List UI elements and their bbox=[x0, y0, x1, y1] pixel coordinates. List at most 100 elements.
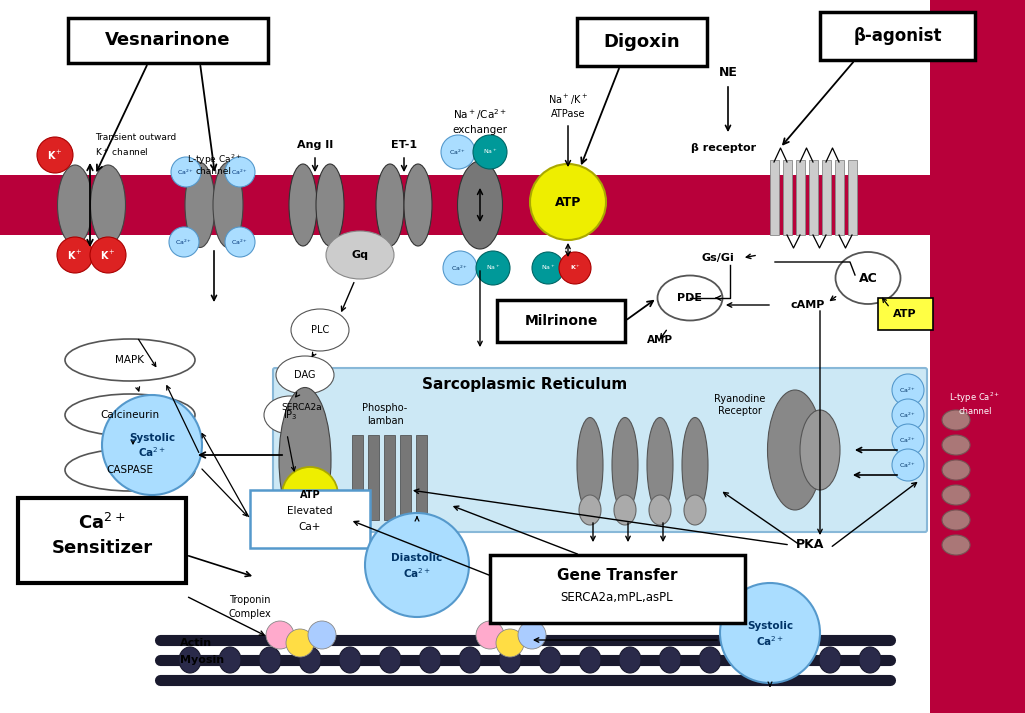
Text: Elevated: Elevated bbox=[287, 506, 333, 516]
Ellipse shape bbox=[379, 647, 401, 673]
Ellipse shape bbox=[184, 163, 215, 247]
Circle shape bbox=[37, 137, 73, 173]
Ellipse shape bbox=[289, 164, 317, 246]
Circle shape bbox=[308, 621, 336, 649]
Text: Complex: Complex bbox=[229, 609, 272, 619]
Text: Na$^+$: Na$^+$ bbox=[483, 148, 497, 156]
Circle shape bbox=[365, 513, 469, 617]
FancyBboxPatch shape bbox=[68, 18, 268, 63]
Text: L-type Ca$^{2+}$: L-type Ca$^{2+}$ bbox=[949, 391, 1000, 405]
Bar bbox=[930, 0, 1025, 713]
Ellipse shape bbox=[739, 647, 761, 673]
Circle shape bbox=[476, 251, 510, 285]
Bar bbox=[809, 160, 818, 235]
Bar bbox=[783, 160, 792, 235]
Circle shape bbox=[169, 227, 199, 257]
Ellipse shape bbox=[404, 164, 432, 246]
FancyBboxPatch shape bbox=[878, 298, 933, 330]
Ellipse shape bbox=[316, 164, 344, 246]
Ellipse shape bbox=[942, 460, 970, 480]
Ellipse shape bbox=[419, 647, 441, 673]
Text: Ca$^{2+}$: Ca$^{2+}$ bbox=[175, 237, 193, 247]
Text: ET-1: ET-1 bbox=[391, 140, 417, 150]
Ellipse shape bbox=[90, 165, 125, 245]
Text: channel: channel bbox=[958, 408, 992, 416]
Ellipse shape bbox=[65, 394, 195, 436]
Text: AMP: AMP bbox=[647, 335, 673, 345]
Circle shape bbox=[441, 135, 475, 169]
Text: Systolic: Systolic bbox=[747, 621, 793, 631]
Circle shape bbox=[102, 395, 202, 495]
Ellipse shape bbox=[657, 275, 723, 321]
Text: cAMP: cAMP bbox=[791, 300, 825, 310]
Bar bbox=[770, 160, 779, 235]
Bar bbox=[352, 435, 363, 520]
Text: NE: NE bbox=[719, 66, 737, 78]
Ellipse shape bbox=[179, 647, 201, 673]
Ellipse shape bbox=[459, 647, 481, 673]
Text: IP$_3$: IP$_3$ bbox=[283, 408, 297, 422]
Text: Gq: Gq bbox=[352, 250, 369, 260]
Ellipse shape bbox=[276, 356, 334, 394]
Ellipse shape bbox=[264, 396, 316, 434]
Circle shape bbox=[476, 621, 504, 649]
Bar bbox=[796, 160, 805, 235]
Ellipse shape bbox=[279, 387, 331, 533]
Bar bbox=[368, 435, 379, 520]
FancyBboxPatch shape bbox=[577, 18, 707, 66]
FancyBboxPatch shape bbox=[497, 300, 625, 342]
Ellipse shape bbox=[819, 647, 840, 673]
Ellipse shape bbox=[376, 164, 404, 246]
Bar bbox=[400, 435, 411, 520]
Text: Ca$^{2+}$: Ca$^{2+}$ bbox=[900, 411, 916, 420]
Bar bbox=[384, 435, 395, 520]
Bar bbox=[416, 435, 427, 520]
Text: Transient outward: Transient outward bbox=[95, 133, 176, 143]
Text: PKA: PKA bbox=[795, 538, 824, 551]
Bar bbox=[0, 175, 930, 235]
Text: β-agonist: β-agonist bbox=[854, 27, 942, 45]
Text: Actin: Actin bbox=[180, 638, 212, 648]
Ellipse shape bbox=[577, 418, 603, 513]
Text: K$^+$: K$^+$ bbox=[47, 148, 63, 162]
Ellipse shape bbox=[579, 495, 601, 525]
Circle shape bbox=[530, 164, 606, 240]
Text: Phospho-: Phospho- bbox=[363, 403, 408, 413]
Text: Ca$^{2+}$: Ca$^{2+}$ bbox=[756, 634, 784, 648]
Text: Ryanodine
Receptor: Ryanodine Receptor bbox=[714, 394, 766, 416]
Ellipse shape bbox=[539, 647, 561, 673]
Text: Milrinone: Milrinone bbox=[525, 314, 598, 328]
Ellipse shape bbox=[339, 647, 361, 673]
Text: CASPASE: CASPASE bbox=[107, 465, 154, 475]
Text: lamban: lamban bbox=[367, 416, 404, 426]
Ellipse shape bbox=[859, 647, 882, 673]
Circle shape bbox=[532, 252, 564, 284]
Circle shape bbox=[171, 157, 201, 187]
Text: Digoxin: Digoxin bbox=[604, 33, 681, 51]
Ellipse shape bbox=[291, 309, 348, 351]
Circle shape bbox=[57, 237, 93, 273]
Text: Gene Transfer: Gene Transfer bbox=[557, 568, 678, 583]
Text: Na$^+$: Na$^+$ bbox=[486, 264, 500, 272]
Text: Vesnarinone: Vesnarinone bbox=[106, 31, 231, 49]
Circle shape bbox=[892, 449, 924, 481]
Text: Na$^+$/Ca$^{2+}$: Na$^+$/Ca$^{2+}$ bbox=[453, 108, 507, 123]
Text: β receptor: β receptor bbox=[692, 143, 756, 153]
FancyBboxPatch shape bbox=[820, 12, 975, 60]
Text: K$^+$: K$^+$ bbox=[100, 248, 116, 262]
Text: Sensitizer: Sensitizer bbox=[51, 539, 153, 557]
Text: exchanger: exchanger bbox=[452, 125, 507, 135]
Ellipse shape bbox=[942, 410, 970, 430]
FancyBboxPatch shape bbox=[490, 555, 745, 623]
Text: Troponin: Troponin bbox=[230, 595, 271, 605]
Text: Ca$^{2+}$: Ca$^{2+}$ bbox=[451, 263, 468, 272]
Circle shape bbox=[226, 157, 255, 187]
Text: channel: channel bbox=[196, 168, 232, 177]
Text: Systolic: Systolic bbox=[129, 433, 175, 443]
Text: Ca$^{2+}$: Ca$^{2+}$ bbox=[403, 566, 432, 580]
Text: SERCA2a: SERCA2a bbox=[282, 404, 322, 413]
Text: ATP: ATP bbox=[893, 309, 916, 319]
Bar bbox=[822, 160, 831, 235]
Bar bbox=[835, 160, 844, 235]
Ellipse shape bbox=[612, 418, 638, 513]
